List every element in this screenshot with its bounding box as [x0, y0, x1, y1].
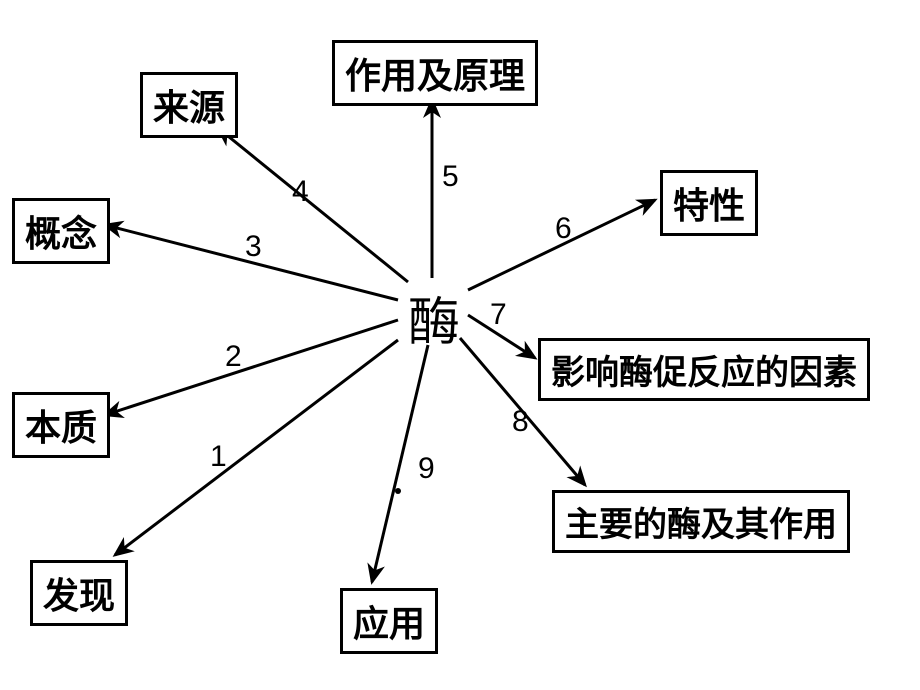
edge-label-e5: 5 [442, 160, 459, 194]
node-n2: 本质 [12, 392, 110, 458]
node-n8: 主要的酶及其作用 [552, 490, 850, 553]
node-n4: 来源 [140, 72, 238, 138]
center-node-enzyme: 酶 [408, 280, 460, 355]
edge-label-e1: 1 [210, 440, 227, 474]
node-n5: 作用及原理 [332, 40, 538, 106]
edge-e2 [105, 320, 398, 415]
node-n1: 发现 [30, 560, 128, 626]
node-n7: 影响酶促反应的因素 [538, 338, 870, 401]
page-indicator-dot [395, 488, 401, 494]
edge-label-e7: 7 [490, 298, 507, 332]
edge-label-e6: 6 [555, 212, 572, 246]
diagram-canvas: 酶 发现 本质 概念来源 作用及原理特性影响酶促反应的因素主要的酶及其作用应用 1 2 3… [0, 0, 920, 690]
edge-e1 [115, 340, 398, 555]
edge-label-e3: 3 [245, 230, 262, 264]
node-n6: 特性 [660, 170, 758, 236]
edge-label-e9: 9 [418, 452, 435, 486]
edge-label-e8: 8 [512, 405, 529, 439]
node-n9: 应用 [340, 588, 438, 654]
edge-label-e2: 2 [225, 340, 242, 374]
edge-label-e4: 4 [292, 175, 309, 209]
node-n3: 概念 [12, 198, 110, 264]
